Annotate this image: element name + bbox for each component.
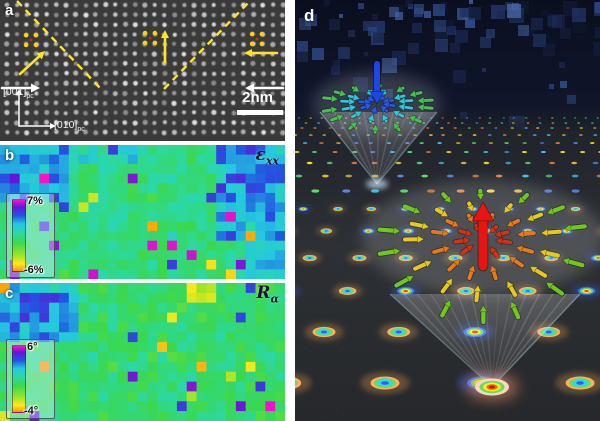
axis-label-001: [001]pc xyxy=(3,86,34,101)
panel-d-3d-rendering: d xyxy=(295,0,600,421)
panel-c-label: c xyxy=(5,285,14,302)
axis-label-010: [010]pc xyxy=(54,119,85,134)
colorbar-strain: 7% -6% xyxy=(6,193,55,278)
strain-map-symbol: εxx xyxy=(255,145,279,168)
panel-b-label: b xyxy=(5,147,15,164)
panel-a-stem-image: a [001]pc [010]pc 2nm xyxy=(0,0,285,141)
polar-texture-canvas xyxy=(295,0,600,421)
colorbar-max-label: 6° xyxy=(27,341,38,353)
colorbar-rotation: 6° -4° xyxy=(6,339,55,419)
colorbar-gradient xyxy=(12,345,26,413)
panel-a-label: a xyxy=(5,2,14,19)
panel-d-label: d xyxy=(304,6,315,25)
scale-bar-label: 2nm xyxy=(242,89,273,106)
panel-c-rotation-map: c Rα 6° -4° xyxy=(0,283,285,421)
rotation-map-symbol: Rα xyxy=(256,283,279,306)
colorbar-max-label: 7% xyxy=(27,195,43,207)
strain-heatmap-canvas xyxy=(0,145,285,279)
colorbar-gradient xyxy=(12,199,26,272)
stem-lattice-canvas xyxy=(0,0,285,141)
colorbar-min-label: -6% xyxy=(24,264,44,276)
colorbar-min-label: -4° xyxy=(24,405,39,417)
panel-b-strain-map: b εxx 7% -6% xyxy=(0,145,285,279)
